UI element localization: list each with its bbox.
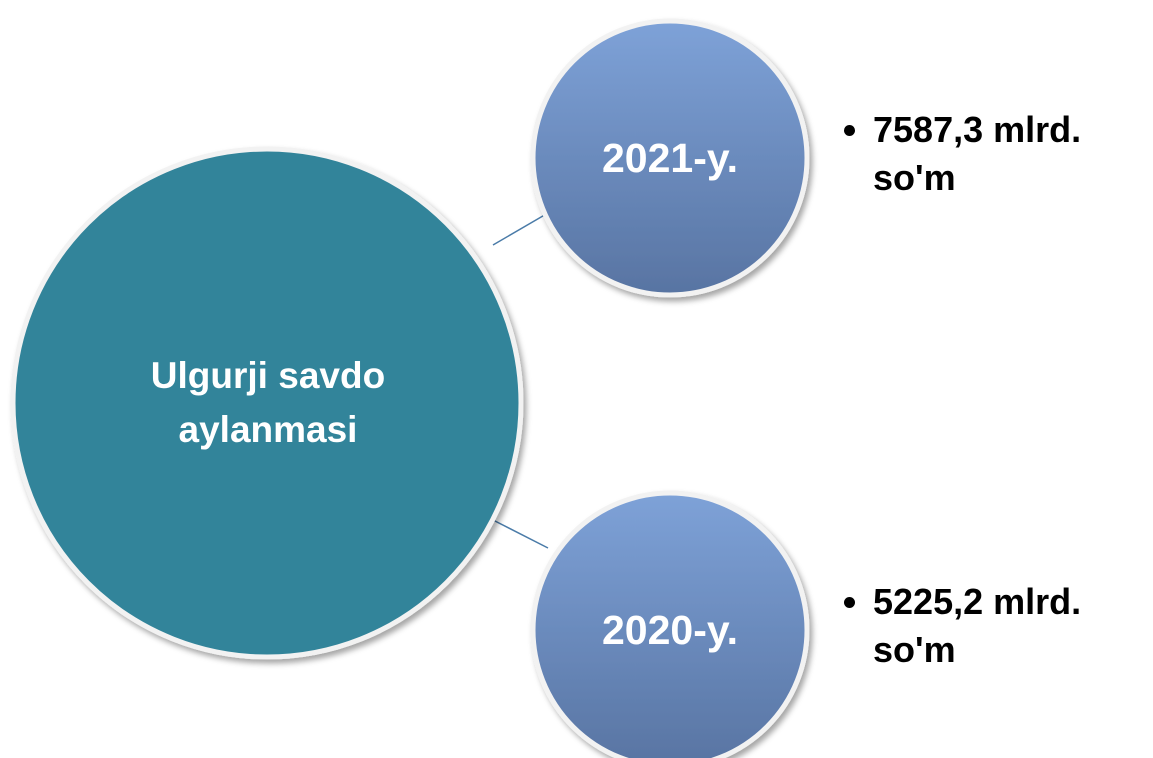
connector	[492, 212, 549, 246]
year-circle	[530, 490, 810, 758]
detail-list: 7587,3 mlrd. so'm	[833, 106, 1153, 202]
year-circle	[530, 18, 810, 298]
center-circle	[10, 146, 524, 660]
detail-text: 5225,2 mlrd. so'm	[873, 578, 1153, 674]
detail-list: 5225,2 mlrd. so'm	[833, 578, 1153, 674]
connector	[492, 519, 549, 549]
center-label: Ulgurji savdo aylanmasi	[150, 355, 386, 450]
year-label: 2020-y.	[601, 606, 738, 653]
year-label: 2021-y.	[601, 134, 738, 181]
detail-text: 7587,3 mlrd. so'm	[873, 106, 1153, 202]
